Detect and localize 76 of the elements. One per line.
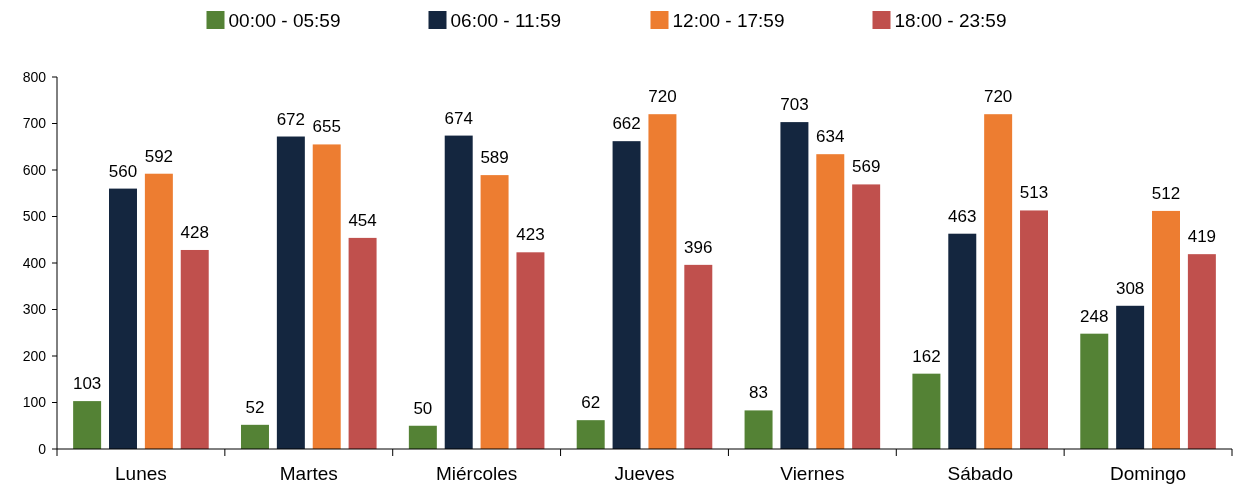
bar	[312, 144, 341, 449]
data-label: 560	[108, 161, 138, 181]
data-label: 655	[312, 117, 341, 137]
bar	[948, 233, 977, 449]
bar	[816, 154, 845, 449]
bar	[1080, 333, 1109, 449]
bar	[144, 173, 173, 449]
y-tick-label: 700	[22, 115, 47, 132]
y-tick-label: 100	[22, 394, 47, 411]
data-label: 674	[444, 108, 473, 128]
y-tick-label: 500	[22, 208, 47, 225]
legend-label: 18:00 - 23:59	[894, 9, 1007, 31]
data-label: 103	[72, 374, 102, 394]
x-tick-label: Jueves	[614, 463, 675, 484]
data-label: 419	[1187, 227, 1217, 247]
data-label: 423	[516, 225, 545, 245]
x-tick-label: Martes	[279, 463, 338, 484]
data-label: 308	[1115, 278, 1145, 298]
data-label: 463	[948, 206, 977, 226]
bar	[276, 136, 305, 449]
data-label: 512	[1151, 183, 1181, 203]
bar	[576, 420, 605, 449]
bar	[684, 264, 713, 449]
bar	[744, 410, 773, 449]
data-label: 428	[180, 222, 209, 242]
x-tick-label: Sábado	[947, 463, 1013, 484]
data-label: 672	[276, 109, 306, 129]
legend-label: 00:00 - 05:59	[228, 9, 341, 31]
bar	[348, 237, 377, 449]
data-label: 513	[1019, 183, 1049, 203]
data-label: 52	[245, 397, 265, 417]
data-label: 50	[413, 398, 433, 418]
y-tick-label: 800	[22, 68, 47, 85]
data-label: 454	[348, 210, 377, 230]
data-label: 62	[581, 393, 601, 413]
bar	[984, 114, 1013, 449]
data-label: 83	[749, 383, 769, 403]
data-label: 662	[612, 114, 641, 134]
bar	[1187, 254, 1216, 449]
data-label: 569	[851, 157, 881, 177]
y-tick-label: 200	[22, 347, 47, 364]
data-label: 703	[780, 95, 809, 115]
bar	[180, 249, 209, 449]
bar	[444, 135, 473, 449]
data-label: 162	[912, 346, 941, 366]
x-tick-label: Miércoles	[435, 463, 518, 484]
legend-label: 12:00 - 17:59	[672, 9, 785, 31]
bar	[241, 424, 269, 449]
y-tick-label: 0	[38, 440, 47, 457]
bar	[648, 114, 677, 449]
y-tick-label: 300	[22, 301, 47, 318]
bar	[109, 188, 137, 449]
y-tick-label: 400	[22, 254, 47, 271]
y-tick-label: 600	[22, 161, 47, 178]
data-label: 248	[1080, 306, 1109, 326]
bar	[1020, 210, 1048, 449]
data-label: 720	[648, 87, 677, 107]
legend-label: 06:00 - 11:59	[450, 9, 562, 31]
bar	[1152, 210, 1180, 449]
bar	[516, 252, 545, 449]
bar	[612, 141, 641, 449]
data-label: 634	[816, 127, 845, 147]
x-tick-label: Domingo	[1110, 463, 1187, 484]
x-tick-label: Viernes	[780, 463, 845, 484]
bar	[408, 425, 437, 449]
data-label: 589	[480, 148, 509, 168]
bar	[480, 175, 509, 449]
data-label: 592	[144, 146, 174, 166]
bar	[1116, 305, 1145, 449]
bar	[912, 373, 941, 449]
bar	[780, 122, 809, 449]
data-label: 720	[983, 87, 1013, 107]
data-label: 396	[684, 237, 713, 257]
x-tick-label: Lunes	[115, 463, 167, 484]
bar	[73, 401, 102, 449]
bar	[852, 184, 881, 449]
